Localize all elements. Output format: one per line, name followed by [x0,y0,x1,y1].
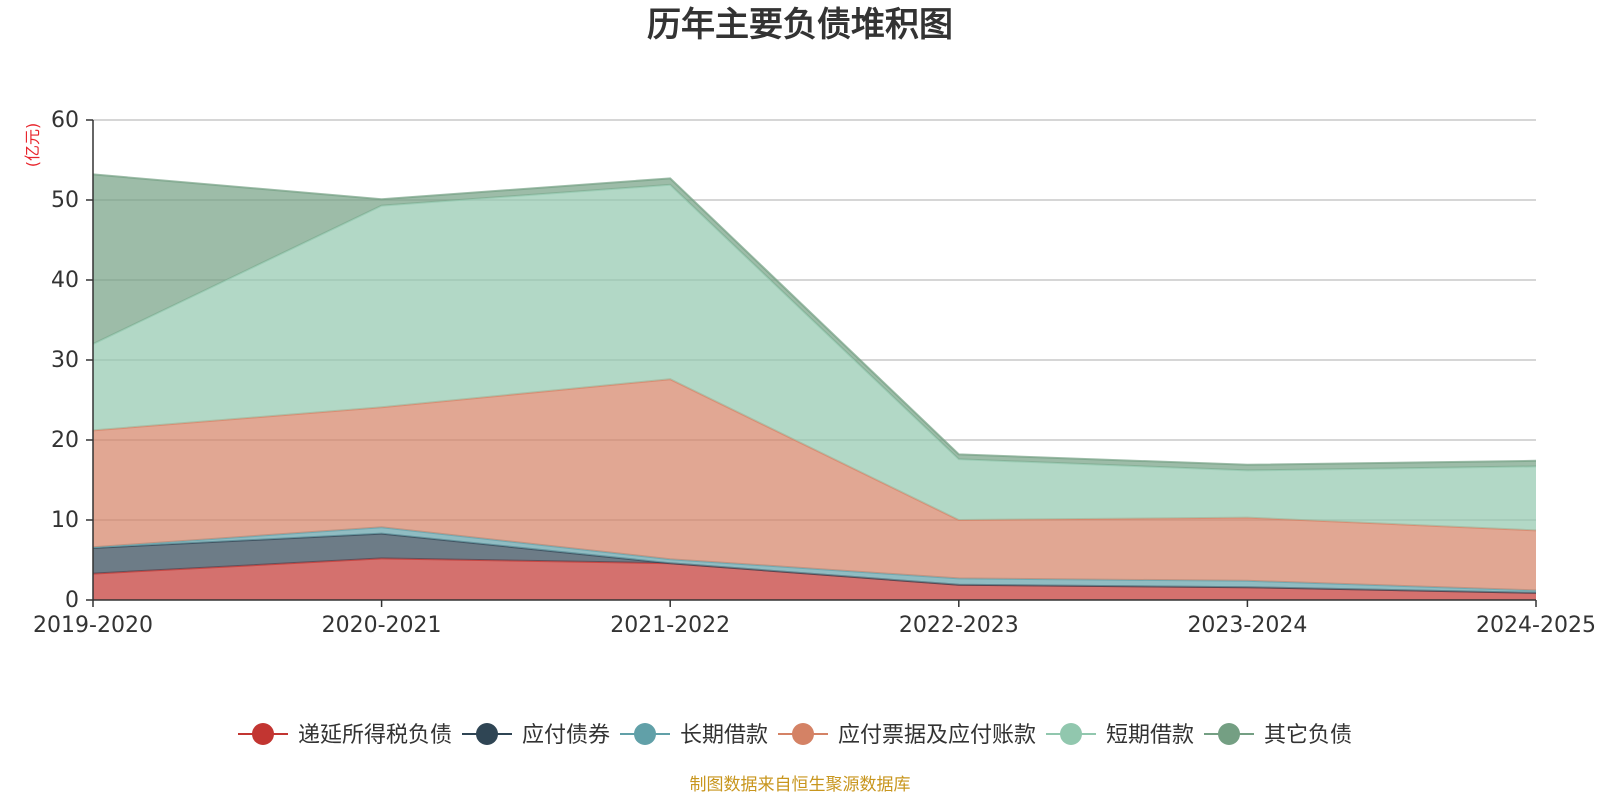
y-tick-label: 60 [51,108,79,133]
legend-label: 应付票据及应付账款 [838,723,1036,748]
legend-item-1[interactable]: 递延所得税负债 [238,723,452,748]
y-tick-label: 0 [65,588,79,613]
legend: 递延所得税负债 应付债券 长期借款 应付票据及应付账款 短期借款 其它负债 [238,723,1352,748]
legend-marker [634,723,656,745]
x-tick-label: 2022-2023 [899,613,1019,638]
area-series-6 [93,174,1536,471]
area-series-4 [93,379,1536,591]
legend-marker [476,723,498,745]
legend-marker [252,723,274,745]
y-axis-unit: (亿元) [23,123,42,168]
legend-marker [1218,723,1240,745]
legend-label: 其它负债 [1264,723,1352,748]
area-series-1 [93,558,1536,600]
legend-label: 递延所得税负债 [298,723,452,748]
legend-marker [792,723,814,745]
legend-item-3[interactable]: 长期借款 [620,723,768,748]
chart-title: 历年主要负债堆积图 [647,5,953,45]
y-tick-label: 10 [51,508,79,533]
axes: 0 10 20 30 40 50 60 2019-2020 2020-2021 2021-2022… [33,108,1596,638]
legend-item-4[interactable]: 应付票据及应付账款 [778,723,1036,748]
x-tick-label: 2020-2021 [322,613,442,638]
x-tick-label: 2024-2025 [1476,613,1596,638]
legend-marker [1060,723,1082,745]
x-tick-label: 2021-2022 [610,613,730,638]
legend-label: 应付债券 [522,723,610,748]
legend-item-2[interactable]: 应付债券 [462,723,610,748]
legend-label: 短期借款 [1106,723,1194,748]
x-tick-label: 2019-2020 [33,613,153,638]
legend-item-6[interactable]: 其它负债 [1204,723,1352,748]
series-line-6 [92,173,1537,466]
y-tick-label: 50 [51,188,79,213]
area-series-5 [93,184,1536,531]
legend-item-5[interactable]: 短期借款 [1046,723,1194,748]
source-note: 制图数据来自恒生聚源数据库 [690,775,911,795]
area-series [92,173,1537,600]
legend-label: 长期借款 [680,723,768,748]
area-series-2 [93,533,1536,593]
y-tick-label: 40 [51,268,79,293]
y-tick-label: 20 [51,428,79,453]
y-tick-label: 30 [51,348,79,373]
x-tick-label: 2023-2024 [1187,613,1307,638]
